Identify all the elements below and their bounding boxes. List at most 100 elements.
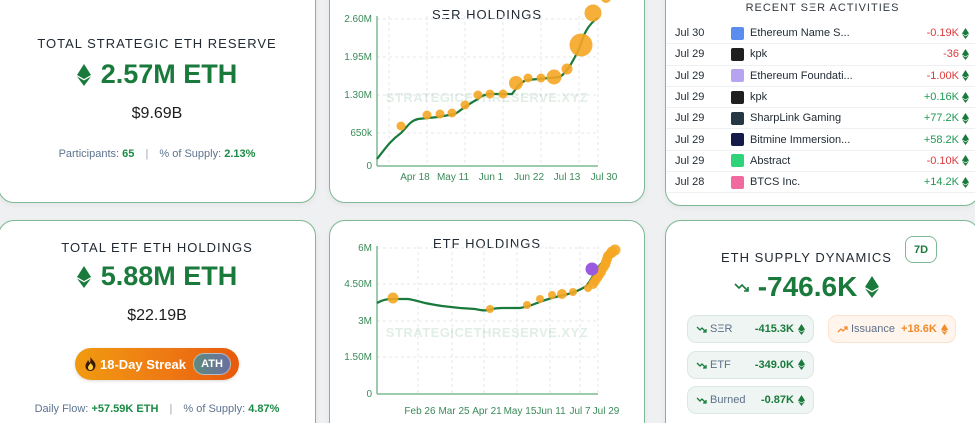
activity-date: Jul 29 — [675, 91, 705, 104]
divider: | — [169, 403, 173, 415]
strategic-reserve-amount: 2.57M ETH — [100, 59, 238, 89]
eth-icon — [962, 112, 969, 124]
svg-text:Jul 30: Jul 30 — [591, 172, 618, 183]
divider: | — [145, 148, 149, 160]
net-change-row: -746.6K — [666, 271, 947, 303]
ser-holdings-chart-card: SΞR HOLDINGS 2.60M 1.95M 1.30M 650k 0 — [329, 0, 645, 203]
etf-holdings-usd: $22.19B — [127, 307, 187, 324]
eth-icon — [865, 276, 880, 298]
activity-date: Jul 29 — [675, 154, 705, 167]
strategic-reserve-card: TOTAL STRATEGIC ETH RESERVE 2.57M ETH $9… — [0, 0, 316, 203]
activity-name: Ethereum Foundati... — [750, 69, 853, 82]
supply-item-value: -415.3K — [754, 323, 794, 335]
strategic-reserve-amount-row: 2.57M ETH — [0, 59, 315, 90]
svg-text:1.30M: 1.30M — [344, 90, 372, 101]
activity-row[interactable]: Jul 28 BTCS Inc. +14.2K — [666, 172, 975, 194]
supply-value: 2.13% — [224, 148, 256, 160]
svg-text:650k: 650k — [350, 128, 373, 139]
chart-watermark: STRATEGICETHRESERVE.XYZ — [386, 325, 588, 340]
etf-holdings-chart-card: ETF HOLDINGS 6M 4.50M 3M 1.50M 0 Feb 26 … — [329, 220, 645, 423]
strategic-reserve-title: TOTAL STRATEGIC ETH RESERVE — [37, 36, 277, 51]
activity-name: SharpLink Gaming — [750, 112, 842, 125]
supply-label: % of Supply: — [183, 403, 246, 415]
activity-name: kpk — [750, 91, 768, 104]
ser-holdings-chart[interactable]: 2.60M 1.95M 1.30M 650k 0 Apr 18 May 11 J… — [330, 0, 645, 203]
eth-icon — [798, 323, 805, 335]
activity-date: Jul 29 — [675, 69, 705, 82]
trend-down-icon — [696, 397, 707, 404]
streak-badge[interactable]: 18-Day Streak ATH — [75, 348, 239, 380]
activity-row[interactable]: Jul 29 SharpLink Gaming +77.2K — [666, 108, 975, 130]
activity-row[interactable]: Jul 30 Ethereum Name S... -0.19K — [666, 23, 975, 45]
eth-icon — [962, 155, 969, 167]
activity-name: Abstract — [750, 154, 791, 167]
trend-down-icon — [696, 362, 707, 369]
activity-date: Jul 29 — [675, 112, 705, 125]
eth-icon — [798, 359, 805, 370]
company-logo-icon — [731, 69, 744, 83]
activity-row[interactable]: Jul 29 kpk -36 — [666, 44, 975, 66]
activity-row[interactable]: Jul 29 kpk +0.16K — [666, 87, 975, 109]
activity-name: Ethereum Name S... — [750, 27, 850, 40]
activity-amount: +58.2K — [923, 133, 959, 146]
activity-name: Bitmine Immersion... — [750, 133, 851, 146]
activity-date: Jul 28 — [675, 176, 705, 189]
period-7d-button[interactable]: 7D — [905, 236, 937, 263]
supply-label: % of Supply: — [159, 148, 222, 160]
activity-amount: -1.00K — [926, 69, 959, 82]
activity-date: Jul 30 — [675, 27, 705, 40]
activity-amount: +14.2K — [923, 176, 959, 189]
trend-down-icon — [696, 326, 707, 333]
activity-date: Jul 29 — [675, 133, 705, 146]
activity-amount: -0.19K — [926, 27, 959, 40]
eth-icon — [76, 63, 91, 86]
recent-activities-card: RECENT SΞR ACTIVITIES Jul 30 Ethereum Na… — [665, 0, 975, 206]
svg-text:1.95M: 1.95M — [344, 52, 372, 63]
eth-icon — [76, 265, 91, 288]
etf-holdings-meta: Daily Flow: +57.59K ETH | % of Supply: 4… — [0, 403, 315, 415]
issuance-label: Issuance — [851, 323, 896, 335]
supply-pill-etf: ETF -349.0K — [687, 350, 814, 379]
svg-text:Jun 22: Jun 22 — [514, 172, 544, 183]
svg-text:3M: 3M — [358, 316, 372, 327]
ser-chart-title: SΞR HOLDINGS — [431, 7, 543, 22]
etf-holdings-amount-row: 5.88M ETH — [0, 261, 315, 292]
svg-text:0: 0 — [366, 161, 372, 172]
svg-text:May 11: May 11 — [437, 172, 469, 183]
fire-icon — [85, 357, 96, 371]
svg-text:6M: 6M — [358, 243, 372, 254]
company-logo-icon — [731, 133, 744, 147]
eth-icon — [962, 27, 969, 39]
svg-text:2.60M: 2.60M — [344, 14, 372, 25]
daily-flow-value: +57.59K ETH — [91, 403, 159, 415]
eth-icon — [962, 70, 969, 82]
supply-item-label: Burned — [710, 394, 746, 406]
activity-row[interactable]: Jul 29 Ethereum Foundati... -1.00K — [666, 66, 975, 87]
activity-row[interactable]: Jul 29 Abstract -0.10K — [666, 151, 975, 173]
etf-holdings-chart[interactable]: 6M 4.50M 3M 1.50M 0 Feb 26 Mar 25 Apr 21… — [330, 221, 645, 423]
svg-text:Apr 21: Apr 21 — [472, 406, 502, 417]
net-change-value: -746.6K — [757, 271, 858, 302]
company-logo-icon — [731, 175, 744, 189]
svg-text:Jul 29: Jul 29 — [593, 406, 620, 417]
supply-value: 4.87% — [248, 403, 280, 415]
ath-badge: ATH — [193, 353, 231, 375]
eth-icon — [940, 323, 948, 335]
activity-amount: +77.2K — [923, 112, 959, 125]
participants-value: 65 — [122, 148, 135, 160]
supply-dynamics-card: ETH SUPPLY DYNAMICS 7D -746.6K SΞR -415.… — [665, 220, 975, 423]
svg-text:4.50M: 4.50M — [344, 279, 372, 290]
activity-amount: -36 — [943, 48, 959, 61]
activity-name: BTCS Inc. — [750, 176, 801, 189]
supply-item-label: SΞR — [710, 323, 733, 335]
company-logo-icon — [731, 90, 744, 104]
activity-amount: -0.10K — [926, 154, 959, 167]
svg-text:Jun 1: Jun 1 — [479, 172, 504, 183]
svg-text:Feb 26: Feb 26 — [404, 406, 436, 417]
daily-flow-label: Daily Flow: — [34, 403, 89, 415]
svg-text:Jun 11: Jun 11 — [536, 406, 566, 417]
activity-row[interactable]: Jul 29 Bitmine Immersion... +58.2K — [666, 129, 975, 151]
strategic-reserve-meta: Participants: 65 | % of Supply: 2.13% — [0, 148, 315, 160]
company-logo-icon — [731, 111, 744, 125]
streak-label: 18-Day Streak — [100, 356, 186, 372]
